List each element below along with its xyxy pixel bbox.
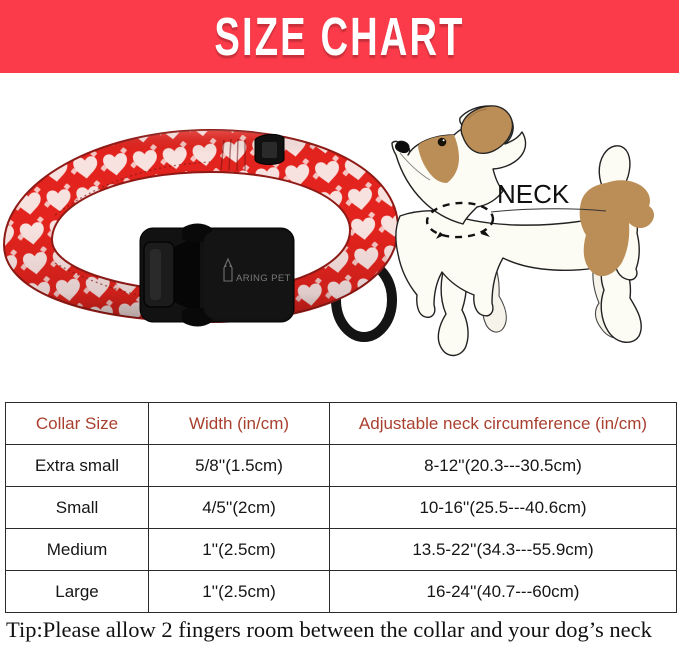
svg-text:ARING PET: ARING PET bbox=[236, 273, 291, 284]
svg-text:NECK: NECK bbox=[497, 179, 570, 209]
